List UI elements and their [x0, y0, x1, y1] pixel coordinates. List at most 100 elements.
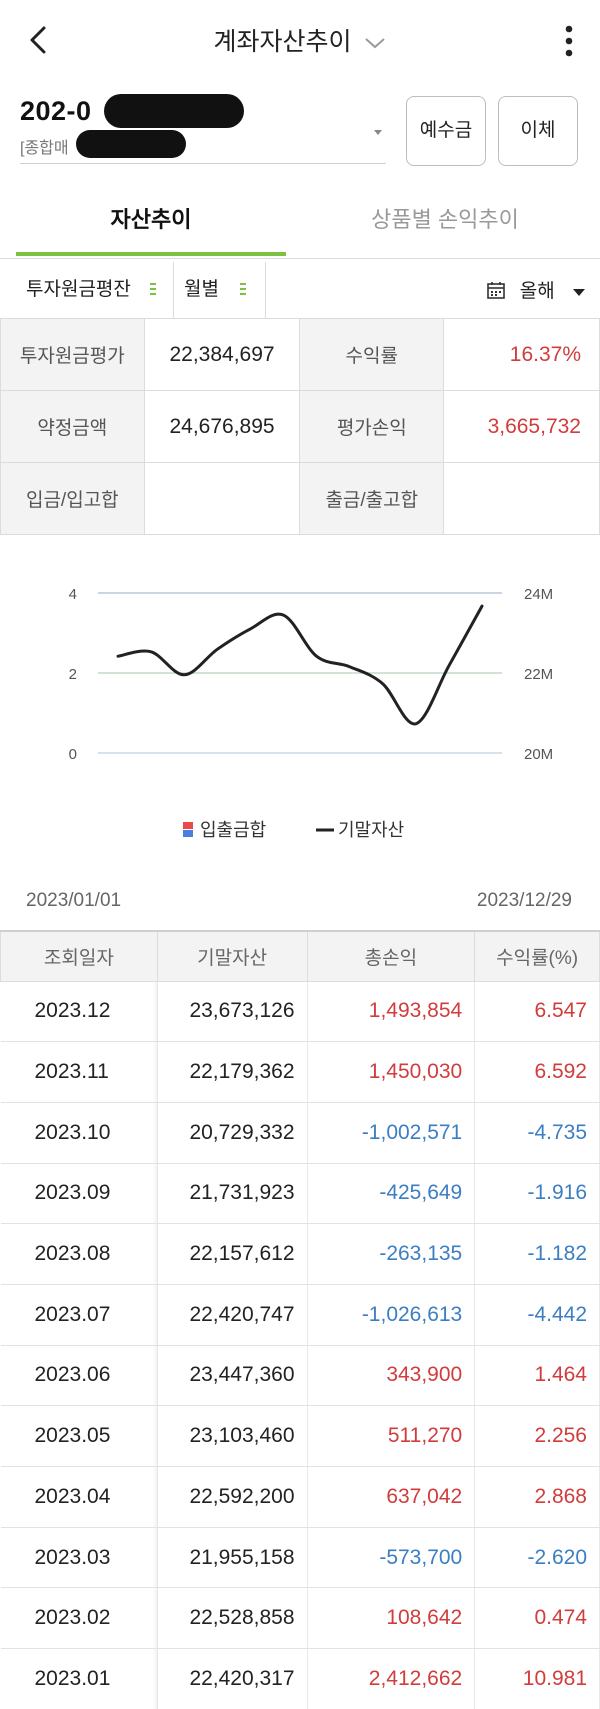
contract-label: 약정금액 — [0, 390, 145, 463]
table-row[interactable]: 2023.12 23,673,126 1,493,854 6.547 — [0, 981, 600, 1043]
left-axis-tick-label: 0 — [69, 746, 77, 763]
summary-table: 투자원금평가 22,384,697 수익률 16.37% 약정금액 24,676… — [0, 318, 600, 535]
interval-select-label: 월별 — [184, 279, 219, 300]
more-vertical-icon[interactable] — [554, 22, 584, 62]
table-row[interactable]: 2023.03 21,955,158 -573,700 -2.620 — [0, 1527, 600, 1589]
cell-rate: -1.182 — [474, 1223, 600, 1285]
period-select-label: 올해 — [519, 281, 555, 302]
cell-asset: 22,420,747 — [157, 1284, 308, 1346]
cell-date: 2023.10 — [0, 1102, 158, 1164]
cell-rate: -1.916 — [474, 1163, 600, 1225]
asset-trend-chart: 0 2 4 20M 22M 24M 입출금합 기말자산 — [69, 586, 554, 840]
right-axis-tick-label: 24M — [524, 586, 553, 603]
cell-asset: 22,179,362 — [157, 1041, 308, 1103]
tab-asset-trend[interactable]: 자산추이 — [110, 207, 192, 232]
cell-pnl: -1,002,571 — [307, 1102, 476, 1164]
calendar-icon — [487, 282, 506, 299]
redaction-mark — [104, 94, 244, 128]
cell-pnl: 1,450,030 — [307, 1041, 476, 1103]
select-handle-icon — [240, 283, 246, 298]
interval-select[interactable]: 월별 — [174, 262, 266, 318]
cell-date: 2023.01 — [0, 1648, 158, 1709]
col-header-rate: 수익률(%) — [474, 930, 600, 982]
return-label: 수익률 — [299, 318, 445, 391]
cell-pnl: -1,026,613 — [307, 1284, 476, 1346]
cell-pnl: 108,642 — [307, 1587, 476, 1650]
basis-select[interactable]: 투자원금평잔 — [16, 262, 174, 318]
right-axis-tick-label: 20M — [524, 746, 553, 763]
deposit-button[interactable]: 예수금 — [406, 96, 486, 166]
page-title-dropdown[interactable]: 계좌자산추이 — [0, 22, 600, 58]
transfer-button[interactable]: 이체 — [498, 96, 578, 166]
cell-date: 2023.11 — [0, 1041, 158, 1103]
cell-asset: 23,673,126 — [157, 981, 308, 1043]
cell-date: 2023.08 — [0, 1223, 158, 1285]
caret-down-icon — [374, 130, 382, 135]
col-header-asset: 기말자산 — [156, 930, 308, 982]
table-row[interactable]: 2023.04 22,592,200 637,042 2.868 — [0, 1466, 600, 1528]
return-value: 16.37% — [443, 318, 600, 391]
cell-asset: 22,420,317 — [157, 1648, 308, 1709]
cell-rate: 2.868 — [474, 1466, 600, 1528]
date-range-start: 2023/01/01 — [26, 890, 122, 911]
principal-label: 투자원금평가 — [0, 318, 145, 391]
cell-date: 2023.12 — [0, 981, 158, 1043]
chevron-down-icon — [365, 38, 386, 49]
cell-date: 2023.05 — [0, 1405, 158, 1467]
cell-rate: 10.981 — [474, 1648, 600, 1709]
out-total-value — [443, 462, 600, 535]
monthly-table-wrap: 조회일자 기말자산 총손익 수익률(%) 2023.12 23,673,126 1,… — [0, 930, 600, 1709]
cell-pnl: -425,649 — [307, 1163, 476, 1225]
select-handle-icon — [150, 283, 156, 298]
table-row[interactable]: 2023.08 22,157,612 -263,135 -1.182 — [0, 1223, 600, 1285]
tab-product-pnl-trend[interactable]: 상품별 손익추이 — [371, 207, 519, 232]
cell-pnl: 343,900 — [307, 1345, 476, 1407]
monthly-table: 조회일자 기말자산 총손익 수익률(%) 2023.12 23,673,126 1,… — [0, 930, 600, 1709]
cell-pnl: -573,700 — [307, 1527, 476, 1589]
cell-pnl: 1,493,854 — [307, 981, 476, 1043]
back-icon[interactable] — [18, 20, 58, 60]
cell-asset: 22,592,200 — [157, 1466, 308, 1528]
cell-rate: 0.474 — [474, 1587, 600, 1650]
in-total-value — [143, 462, 301, 535]
left-axis-tick-label: 2 — [69, 666, 77, 683]
table-row[interactable]: 2023.11 22,179,362 1,450,030 6.592 — [0, 1041, 600, 1103]
table-row[interactable]: 2023.02 22,528,858 108,642 0.474 — [0, 1587, 600, 1650]
cell-pnl: 511,270 — [307, 1405, 476, 1467]
cell-rate: 2.256 — [474, 1405, 600, 1467]
basis-select-label: 투자원금평잔 — [26, 279, 131, 300]
col-header-pnl: 총손익 — [306, 930, 476, 982]
table-row[interactable]: 2023.06 23,447,360 343,900 1.464 — [0, 1345, 600, 1407]
cell-pnl: -263,135 — [307, 1223, 476, 1285]
in-total-label: 입금/입고합 — [0, 462, 145, 535]
app-header: 계좌자산추이 — [0, 0, 600, 84]
cell-date: 2023.02 — [0, 1587, 158, 1650]
table-row[interactable]: 2023.10 20,729,332 -1,002,571 -4.735 — [0, 1102, 600, 1164]
table-row[interactable]: 2023.09 21,731,923 -425,649 -1.916 — [0, 1163, 600, 1225]
cell-date: 2023.07 — [0, 1284, 158, 1346]
col-header-date: 조회일자 — [0, 930, 158, 982]
cell-date: 2023.09 — [0, 1163, 158, 1225]
cell-rate: -4.735 — [474, 1102, 600, 1164]
period-select[interactable]: 올해 — [486, 276, 586, 303]
tab-bar: 자산추이 상품별 손익추이 — [0, 188, 600, 260]
page-title: 계좌자산추이 — [213, 28, 352, 56]
caret-down-icon — [573, 289, 585, 296]
account-selector[interactable]: 202-0 [종합매 — [20, 94, 386, 164]
table-row[interactable]: 2023.07 22,420,747 -1,026,613 -4.442 — [0, 1284, 600, 1346]
legend-swatch-blue — [183, 830, 193, 837]
date-range: 2023/01/01 2023/12/29 — [0, 890, 600, 920]
divider — [0, 258, 600, 259]
left-axis-tick-label: 4 — [69, 586, 77, 603]
table-row[interactable]: 2023.01 22,420,317 2,412,662 10.981 — [0, 1648, 600, 1709]
cell-date: 2023.06 — [0, 1345, 158, 1407]
principal-value: 22,384,697 — [143, 318, 301, 391]
legend-label-ending-asset: 기말자산 — [338, 820, 404, 840]
cell-rate: -4.442 — [474, 1284, 600, 1346]
table-row[interactable]: 2023.05 23,103,460 511,270 2.256 — [0, 1405, 600, 1467]
cell-date: 2023.04 — [0, 1466, 158, 1528]
cell-asset: 23,447,360 — [157, 1345, 308, 1407]
filter-bar: 투자원금평잔 월별 올해 — [16, 262, 600, 318]
redaction-mark — [76, 130, 186, 158]
legend-label-deposits: 입출금합 — [200, 820, 266, 840]
